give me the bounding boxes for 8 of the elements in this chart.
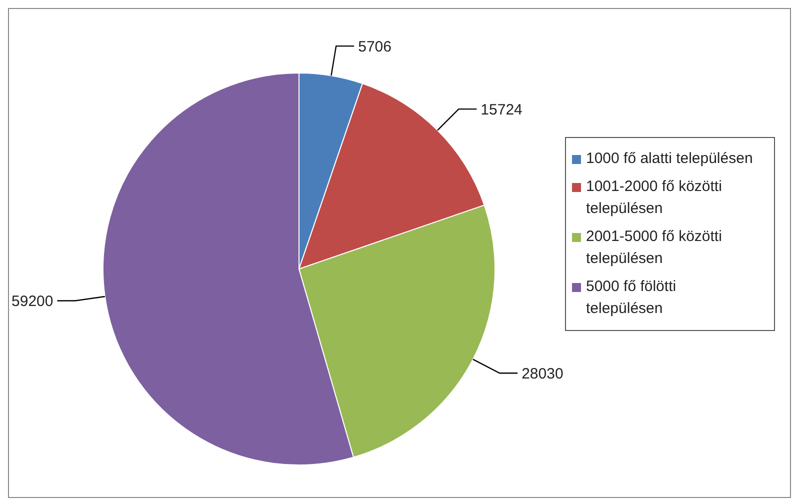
data-label: 15724 <box>480 101 522 118</box>
data-label: 28030 <box>522 365 564 382</box>
legend-label: 1000 fő alatti településen <box>586 149 754 169</box>
data-label: 59200 <box>12 292 54 310</box>
legend-label: 5000 fő fölötti településen <box>586 277 678 319</box>
legend-label: 1001-2000 fő közötti településen <box>586 177 723 219</box>
data-label: 5706 <box>358 38 392 56</box>
legend-label: 2001-5000 fő közötti településen <box>586 227 723 269</box>
